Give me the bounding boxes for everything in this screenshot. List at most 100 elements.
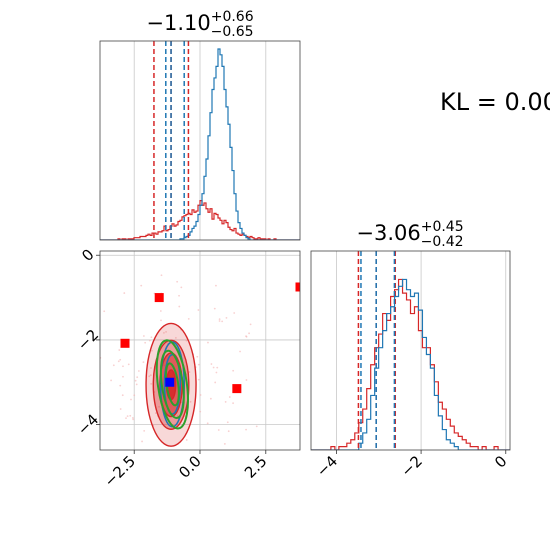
y-tick-label: 0 [78,245,97,264]
sample-point [159,310,162,312]
axes-frame [99,40,301,241]
sample-point [223,443,226,445]
sample-point [160,274,163,277]
outlier-point [154,293,164,303]
sample-point [224,401,227,403]
sample-point [191,487,193,489]
sample-point [212,366,215,369]
sample-point [122,365,124,368]
sample-point [232,369,235,372]
sample-point [122,375,124,378]
title-plus: +0.66 [211,9,254,25]
sample-point [206,422,209,425]
sample-point [150,336,153,339]
sample-point [158,405,160,408]
sample-point [119,358,122,361]
sample-point [135,383,138,386]
sample-point [178,305,181,308]
sample-point [143,429,146,432]
sample-point [209,397,212,400]
sample-point [249,323,252,326]
sample-point [199,394,202,396]
sample-point [142,335,145,337]
sample-point [136,376,139,379]
sample-point [174,337,177,339]
axes-frame [310,250,511,451]
sample-point [218,318,221,321]
sample-point [197,363,200,366]
sample-point [217,429,220,431]
sample-point [239,455,241,457]
sample-point [150,382,153,385]
x-tick-label: −2.5 [101,452,139,490]
sample-point [228,396,231,398]
sample-point [110,379,112,382]
sample-point [245,379,248,381]
sample-point [119,384,122,387]
sample-point [207,341,209,344]
sample-point [148,375,151,378]
sample-point [112,364,115,367]
sample-point [148,339,151,342]
sample-point [215,284,217,287]
sample-point [213,307,216,310]
sample-point [144,341,147,344]
x-tick-label: 2.5 [241,452,271,482]
y-tick-label: −2 [74,326,102,354]
sample-point [160,319,162,322]
x-tick-label: −4 [313,452,341,480]
title-minus: −0.42 [421,234,464,250]
title-median: −3.06 [356,221,420,245]
sample-point [141,466,143,468]
sample-point [163,331,165,334]
sample-point [245,335,248,338]
sample-point [165,330,167,333]
posterior-histogram [311,278,510,450]
sample-point [140,284,143,287]
sample-point [92,442,94,444]
sample-point [196,355,199,358]
sample-point [131,417,134,419]
reference-histogram [100,48,300,240]
sample-point [169,464,171,466]
sample-point [197,309,200,311]
sample-point [226,421,229,424]
green-contour [155,339,189,430]
sample-point [189,400,192,403]
histograms [311,278,510,450]
sample-point [180,401,183,404]
marginal-title-param-2: −3.06+0.45 −0.42 [356,219,463,250]
histograms [100,48,300,240]
sample-point [125,417,127,419]
sample-point [118,349,121,351]
green-contour [159,349,185,419]
title-median: −1.10 [146,11,210,35]
sample-point [170,477,172,479]
sample-point [188,371,191,373]
sample-point [129,414,132,417]
sample-point [151,466,153,468]
sample-point [123,292,126,294]
quantile-lines [357,251,397,450]
quantile-lines [153,41,190,240]
outlier-point [120,338,130,348]
sample-point [127,363,130,366]
sample-point [78,360,80,362]
sample-point [121,394,124,397]
grid-lines [100,251,300,450]
joint-content [78,274,300,489]
sample-point [156,462,158,464]
sample-point [225,316,228,319]
sample-point [137,370,140,372]
sample-point [197,378,200,381]
sample-point [117,360,120,363]
sample-point [233,312,236,314]
sample-point [149,374,152,377]
sample-point [255,425,258,428]
sample-point [103,310,106,313]
sample-point [248,332,250,335]
x-tick-label: 0.0 [175,452,205,482]
sample-point [228,470,230,472]
posterior-histogram [100,200,300,240]
marginal-title-param-1: −1.10+0.66 −0.65 [146,9,253,40]
